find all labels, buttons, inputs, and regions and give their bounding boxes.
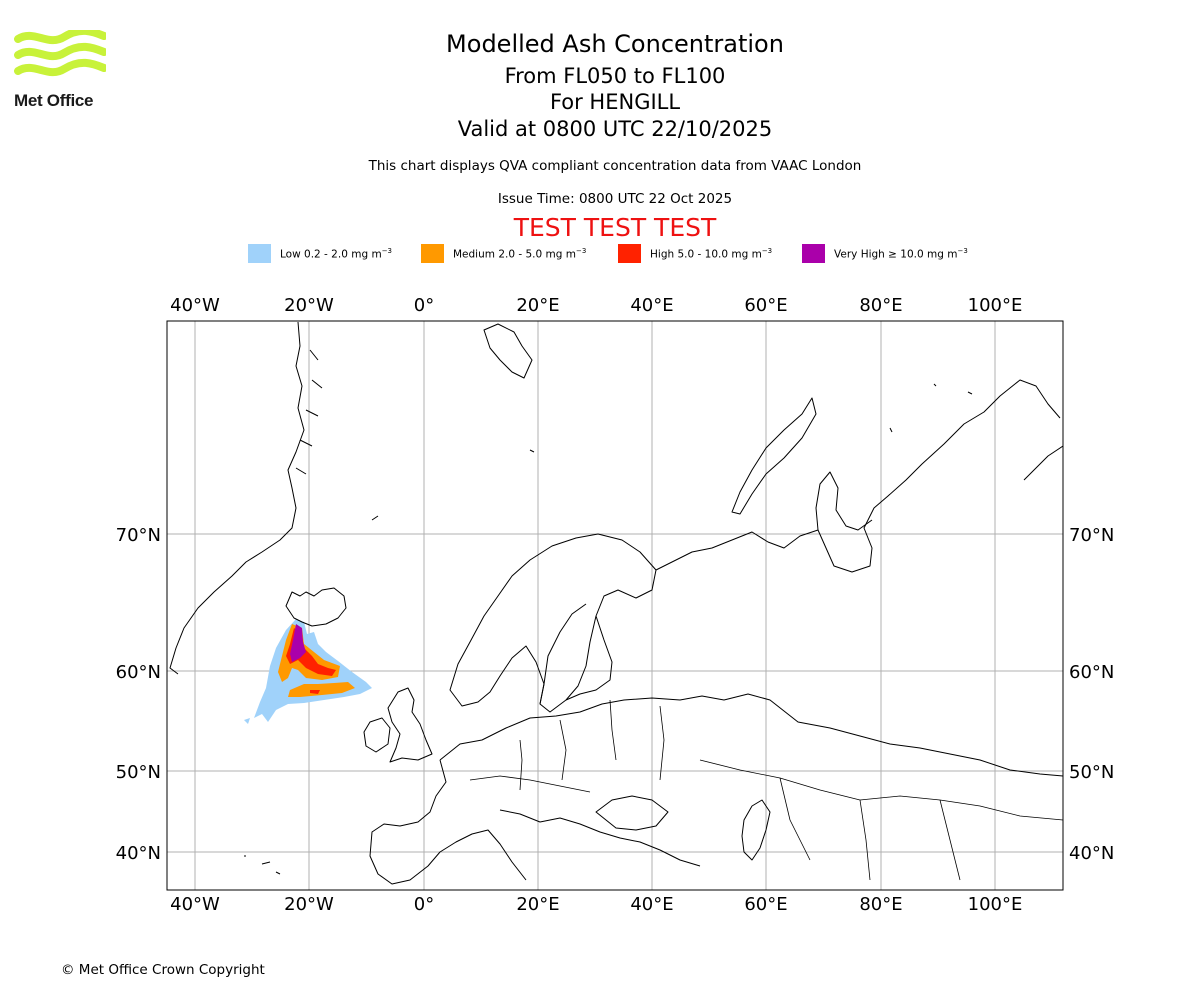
issue-time: Issue Time: 0800 UTC 22 Oct 2025 <box>497 191 733 207</box>
coastline-novaya-zemlya <box>731 397 817 515</box>
lat-label: 50°N <box>1069 762 1114 783</box>
coastline-ireland <box>363 717 391 753</box>
flight-level-range: From FL050 to FL100 <box>504 64 726 88</box>
lon-label: 100°E <box>968 295 1023 316</box>
lon-label: 20°W <box>284 295 334 316</box>
lat-label: 40°N <box>116 843 161 864</box>
lat-label: 40°N <box>1069 843 1114 864</box>
logo-text: Met Office <box>14 91 94 110</box>
lon-label: 40°W <box>170 894 220 915</box>
legend-label-medium: Medium 2.0 - 5.0 mg m <box>453 248 576 261</box>
met-office-wave-icon <box>14 26 108 77</box>
map-area <box>167 321 1063 890</box>
legend-swatch-high <box>618 244 641 263</box>
ash-plume <box>244 619 372 724</box>
lon-label: 0° <box>414 295 434 316</box>
coastline-sweden-finland <box>539 603 613 705</box>
ash-medium <box>288 682 355 697</box>
lon-label: 60°E <box>744 295 787 316</box>
lon-label: 0° <box>414 894 434 915</box>
lon-label: 80°E <box>859 295 902 316</box>
lon-label: 20°E <box>516 894 559 915</box>
coastline-black-sea <box>595 795 669 831</box>
legend-label-low: Low 0.2 - 2.0 mg m <box>280 248 382 261</box>
coastline-europe-south <box>369 759 701 885</box>
coastline-islands <box>244 383 973 875</box>
lon-label: 20°E <box>516 295 559 316</box>
test-banner: TEST TEST TEST <box>513 213 717 242</box>
coastline-norway <box>449 533 657 713</box>
lon-label: 40°E <box>630 894 673 915</box>
ash-low <box>244 718 250 724</box>
lon-label: 40°E <box>630 295 673 316</box>
lat-label: 70°N <box>1069 525 1114 546</box>
lat-label: 50°N <box>116 762 161 783</box>
coastline-greenland <box>169 321 305 675</box>
lat-label: 60°N <box>116 662 161 683</box>
lon-labels-top: 40°W 20°W 0° 20°E 40°E 60°E 80°E 100°E <box>170 295 1022 316</box>
legend-swatch-medium <box>421 244 444 263</box>
lon-label: 60°E <box>744 894 787 915</box>
lon-label: 100°E <box>968 894 1023 915</box>
lat-label: 70°N <box>116 525 161 546</box>
lon-label: 20°W <box>284 894 334 915</box>
legend-unit-exponent: −3 <box>575 247 587 255</box>
coastline-iceland <box>285 587 347 627</box>
legend-unit-exponent: −3 <box>381 247 393 255</box>
coastline-yamal <box>815 471 873 531</box>
gridlines <box>167 321 1063 890</box>
coastline-caspian-sea <box>741 799 771 861</box>
valid-time: Valid at 0800 UTC 22/10/2025 <box>457 117 773 141</box>
lat-label: 60°N <box>1069 662 1114 683</box>
ash-high <box>310 690 320 694</box>
met-office-logo: Met Office <box>14 26 114 112</box>
coastline-greenland-fjords <box>295 349 323 475</box>
chart-description: This chart displays QVA compliant concen… <box>368 158 862 174</box>
coastline-siberia <box>655 379 1063 573</box>
lon-labels-bottom: 40°W 20°W 0° 20°E 40°E 60°E 80°E 100°E <box>170 894 1022 915</box>
lon-label: 40°W <box>170 295 220 316</box>
lat-labels-right: 70°N 60°N 50°N 40°N <box>1069 525 1114 864</box>
lat-labels-left: 70°N 60°N 50°N 40°N <box>116 525 161 864</box>
chart-title: Modelled Ash Concentration <box>446 30 784 58</box>
coastline-svalbard <box>483 323 533 379</box>
coastlines <box>169 321 1063 885</box>
map-frame <box>166 320 1064 891</box>
copyright-notice: © Met Office Crown Copyright <box>61 962 265 978</box>
legend-unit-exponent: −3 <box>761 247 773 255</box>
borders <box>469 699 1063 881</box>
legend-swatch-low <box>248 244 271 263</box>
legend-swatch-very-high <box>802 244 825 263</box>
coastline-europe <box>439 693 1063 777</box>
volcano-name: For HENGILL <box>549 90 681 114</box>
coastline-great-britain <box>387 687 433 763</box>
ash-very-high <box>290 624 306 662</box>
lon-label: 80°E <box>859 894 902 915</box>
legend-label-high: High 5.0 - 10.0 mg m <box>650 248 762 261</box>
legend-label-very-high: Very High ≥ 10.0 mg m <box>834 248 958 261</box>
legend-unit-exponent: −3 <box>957 247 968 255</box>
